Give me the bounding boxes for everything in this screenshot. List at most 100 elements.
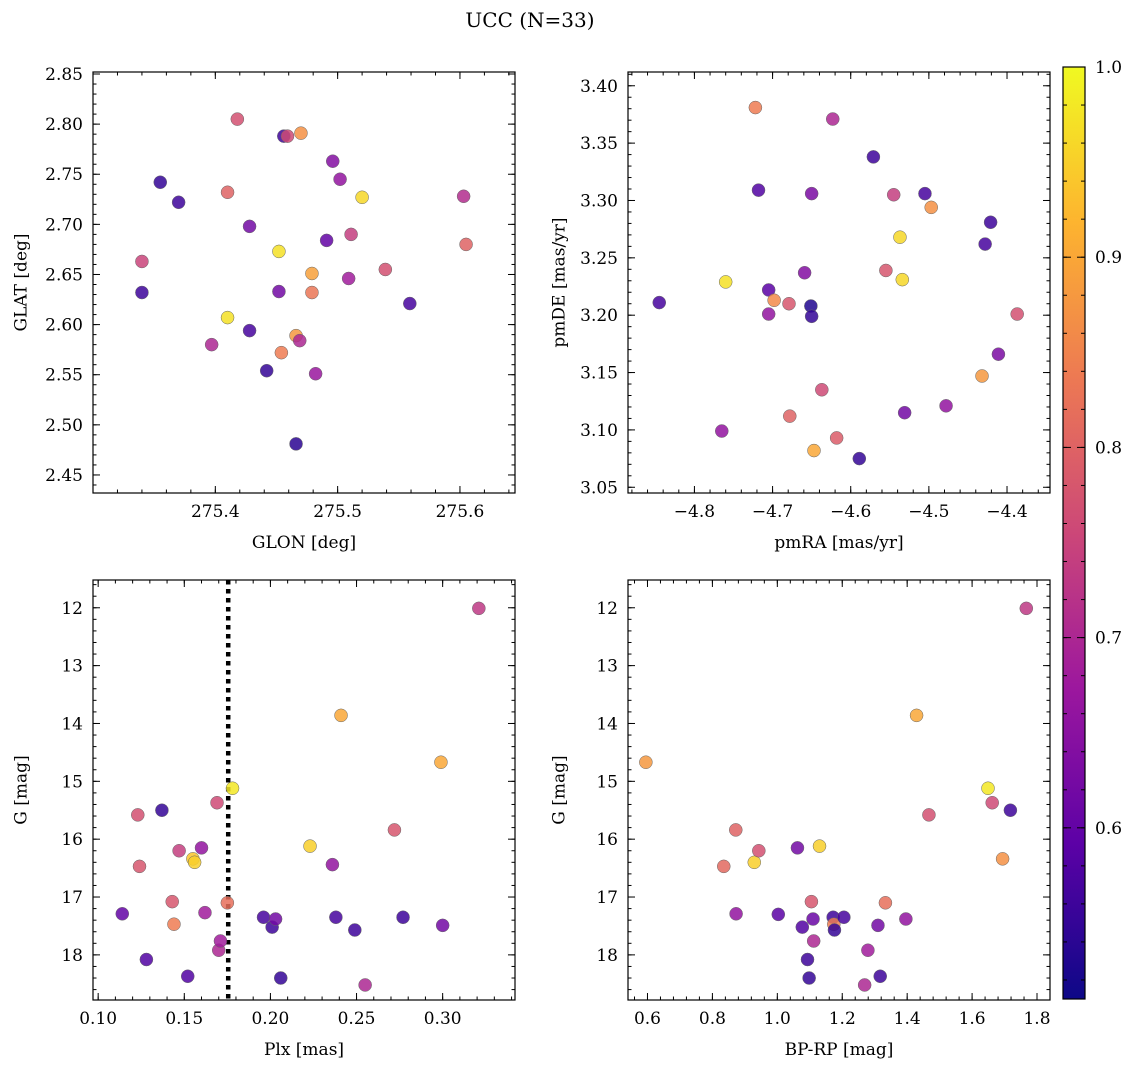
data-point (752, 843, 766, 858)
data-point (242, 219, 257, 234)
data-point (242, 323, 257, 338)
data-point (358, 978, 372, 992)
panel-plx-g: 0.10 0.15 0.20 0.25 0.30 12 13 14 15 16 17 18 Plx [m… (12, 579, 516, 1060)
data-point (1019, 601, 1034, 616)
x-tick-label: 275.6 (436, 502, 485, 522)
y-tick-label: 12 (61, 599, 83, 619)
data-point (797, 265, 812, 280)
data-point (761, 307, 776, 321)
figure-title: UCC (N=33) (465, 8, 594, 32)
x-tick-label: 1.6 (959, 1009, 986, 1029)
y-tick-label: 18 (596, 946, 618, 966)
data-point (172, 843, 186, 858)
data-point (280, 129, 295, 143)
y-tick-label: 17 (61, 888, 83, 908)
y-tick-label: 3.35 (580, 134, 618, 154)
panel-pmra-pmde: −4.8 −4.7 −4.6 −4.5 −4.4 3.05 3.10 3.15 3.20 3.25… (550, 71, 1051, 553)
data-point (878, 896, 893, 910)
x-tick-label: 0.30 (424, 1009, 462, 1029)
scatter-points (115, 601, 486, 992)
data-point (852, 451, 867, 466)
x-tick-label: 0.25 (338, 1009, 376, 1029)
data-point (767, 293, 781, 308)
data-point (273, 971, 288, 985)
panel-glon-glat: 275.4 275.5 275.6 2.45 2.50 2.55 2.60 2.65 2.70 2… (12, 65, 516, 553)
data-point (871, 918, 885, 933)
y-tick-label: 14 (596, 714, 618, 734)
data-point (225, 781, 240, 796)
data-point (815, 383, 829, 397)
data-point (985, 795, 999, 810)
x-tick-label: 0.15 (165, 1009, 203, 1029)
y-axis-label: GLAT [deg] (12, 233, 32, 331)
data-point (751, 183, 766, 197)
data-point (800, 952, 815, 967)
data-point (289, 437, 303, 451)
x-tick-label: −4.4 (986, 502, 1027, 522)
y-tick-label: 17 (596, 888, 618, 908)
x-tick-label: 275.4 (191, 502, 240, 522)
y-tick-label: 2.75 (45, 165, 83, 185)
data-point (804, 309, 819, 324)
x-tick-label: 0.20 (251, 1009, 289, 1029)
colorbar-tick-label: 0.6 (1095, 819, 1122, 839)
colorbar-tick-label: 0.9 (1095, 248, 1122, 268)
data-point (804, 186, 819, 201)
axes-frame (627, 71, 1051, 494)
data-point (274, 345, 289, 360)
colorbar-tick-label: 1.0 (1095, 58, 1122, 78)
data-point (1010, 307, 1024, 321)
data-point (827, 923, 842, 937)
data-point (194, 841, 209, 855)
y-tick-label: 16 (596, 830, 618, 850)
data-point (652, 295, 667, 310)
scatter-points (135, 112, 473, 451)
data-point (879, 263, 893, 278)
data-point (782, 296, 796, 311)
data-point (909, 708, 924, 723)
y-tick-label: 2.65 (45, 265, 83, 285)
axes-frame (627, 579, 1051, 1001)
data-point (220, 185, 235, 200)
data-point (292, 333, 307, 348)
data-point (918, 186, 932, 201)
data-point (873, 969, 887, 984)
y-tick-label: 16 (61, 830, 83, 850)
data-point (995, 852, 1010, 866)
data-point (272, 244, 286, 259)
axes-frame (92, 579, 516, 1001)
data-point (198, 905, 212, 920)
data-point (387, 823, 402, 837)
data-point (268, 912, 283, 926)
y-tick-label: 13 (596, 657, 618, 677)
data-point (857, 978, 872, 992)
data-point (333, 172, 347, 187)
x-tick-label: 0.8 (699, 1009, 726, 1029)
data-point (459, 237, 473, 252)
data-point (153, 175, 168, 190)
colorbar-gradient (1063, 67, 1085, 999)
y-tick-label: 2.80 (45, 115, 83, 135)
data-point (155, 803, 169, 817)
data-point (806, 934, 821, 948)
data-point (978, 237, 992, 251)
y-tick-label: 3.30 (580, 191, 618, 211)
data-point (294, 126, 308, 140)
y-tick-label: 14 (61, 714, 83, 734)
axes-frame (92, 71, 516, 494)
y-tick-label: 3.05 (580, 478, 618, 498)
data-point (308, 366, 323, 381)
data-point (355, 190, 369, 205)
data-point (115, 907, 130, 921)
data-point (187, 855, 202, 870)
scatter-points (652, 100, 1024, 466)
data-point (715, 424, 729, 438)
data-point (396, 910, 410, 925)
x-tick-label: −4.7 (752, 502, 793, 522)
data-point (866, 150, 881, 164)
data-point (131, 808, 145, 822)
data-point (259, 363, 274, 378)
scatter-points (639, 601, 1034, 992)
data-point (305, 285, 319, 300)
